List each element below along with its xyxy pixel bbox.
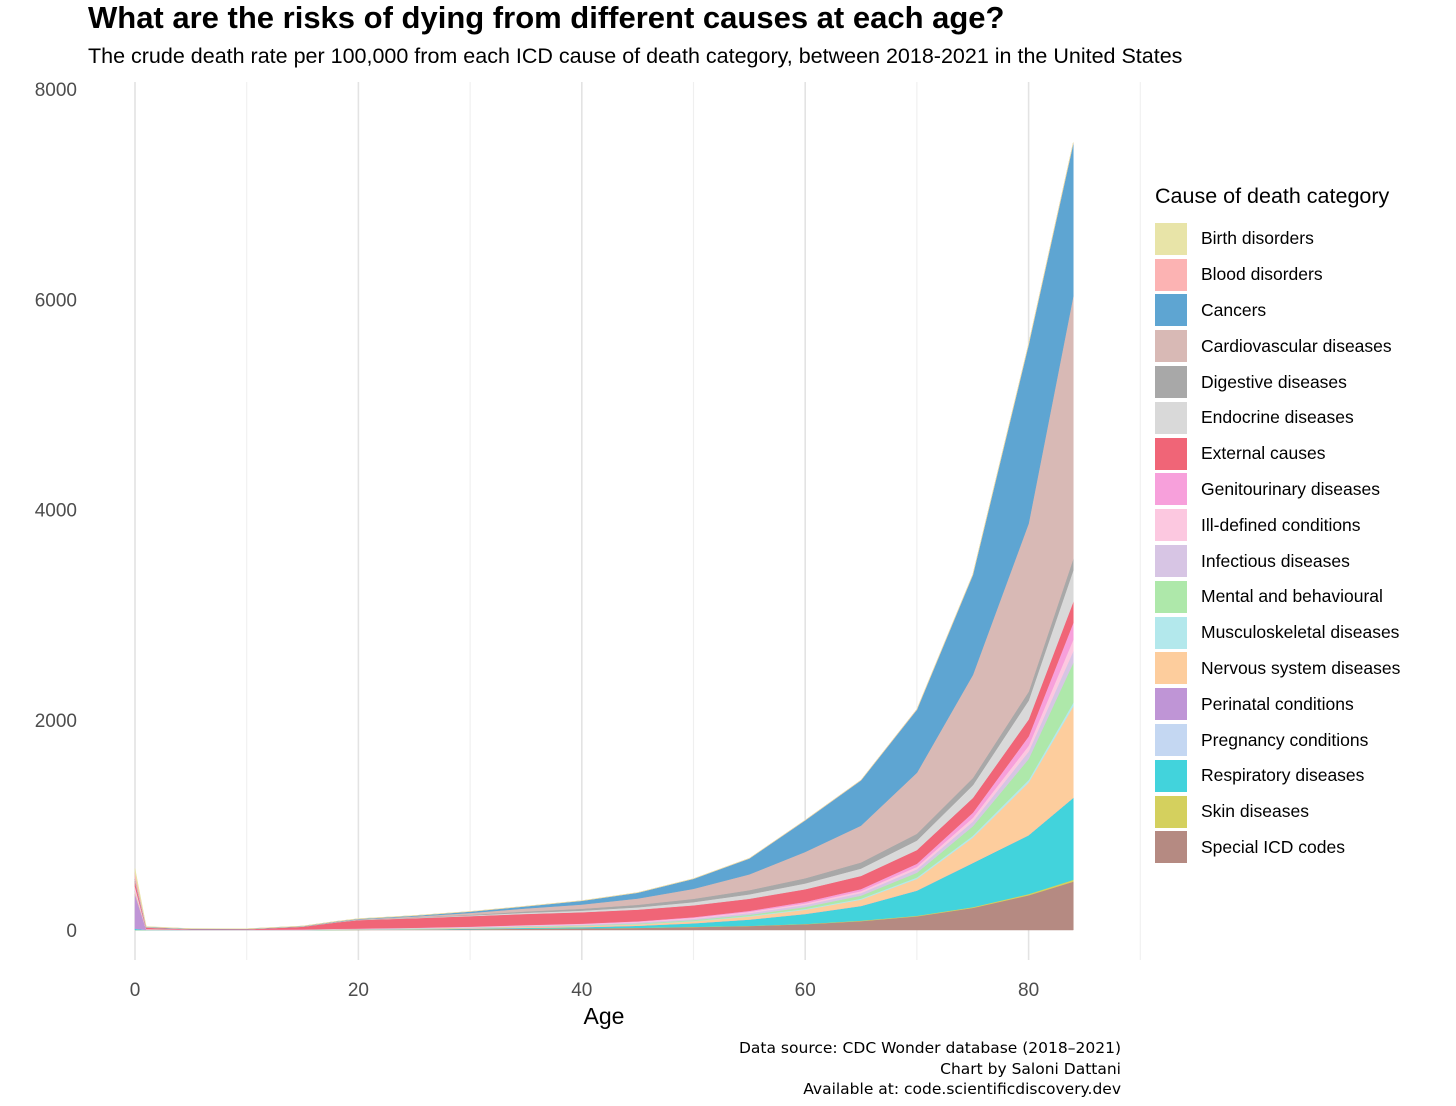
x-tick-label: 80 xyxy=(1018,980,1039,1001)
x-axis-ticks: 0 20 40 60 80 xyxy=(130,980,1039,1001)
legend-item: Special ICD codes xyxy=(1155,830,1400,866)
x-axis-label: Age xyxy=(584,1003,625,1029)
legend-swatch xyxy=(1155,366,1187,399)
area-birth-disorders xyxy=(134,142,1074,930)
y-tick-label: 6000 xyxy=(35,290,77,311)
legend-title: Cause of death category xyxy=(1155,184,1390,208)
legend-label: Mental and behavioural xyxy=(1201,586,1383,607)
legend-swatch xyxy=(1155,688,1187,721)
legend: Cause of death category Birth disorders B… xyxy=(1155,184,1400,865)
legend-label: Perinatal conditions xyxy=(1201,693,1354,714)
legend-items: Birth disorders Blood disorders Cancers Car… xyxy=(1155,221,1400,865)
legend-swatch xyxy=(1155,580,1187,613)
chart-title: What are the risks of dying from differe… xyxy=(88,0,1005,35)
caption: Data source: CDC Wonder database (2018–2… xyxy=(739,1038,1121,1100)
caption-author: Chart by Saloni Dattani xyxy=(940,1059,1121,1078)
legend-swatch xyxy=(1155,795,1187,828)
legend-label: Cardiovascular diseases xyxy=(1201,335,1392,356)
legend-item: Perinatal conditions xyxy=(1155,686,1400,722)
x-tick-label: 40 xyxy=(571,980,592,1001)
legend-label: Birth disorders xyxy=(1201,228,1314,249)
legend-swatch xyxy=(1155,724,1187,757)
stacked-areas xyxy=(134,142,1074,931)
legend-label: Respiratory diseases xyxy=(1201,765,1365,786)
legend-label: External causes xyxy=(1201,443,1326,464)
legend-label: Genitourinary diseases xyxy=(1201,478,1380,499)
y-tick-label: 2000 xyxy=(35,711,77,732)
legend-label: Special ICD codes xyxy=(1201,836,1345,857)
legend-swatch xyxy=(1155,652,1187,685)
y-tick-label: 4000 xyxy=(35,501,77,522)
legend-item: Pregnancy conditions xyxy=(1155,722,1400,758)
y-tick-label: 8000 xyxy=(35,80,77,101)
y-axis-ticks: 0 2000 4000 6000 8000 xyxy=(35,80,77,942)
legend-item: Mental and behavioural xyxy=(1155,579,1400,615)
legend-item: Cancers xyxy=(1155,293,1400,329)
y-tick-label: 0 xyxy=(66,921,77,942)
legend-label: Digestive diseases xyxy=(1201,371,1347,392)
legend-swatch xyxy=(1155,437,1187,470)
legend-swatch xyxy=(1155,401,1187,434)
legend-label: Musculoskeletal diseases xyxy=(1201,622,1400,643)
legend-item: Birth disorders xyxy=(1155,221,1400,257)
x-tick-label: 20 xyxy=(348,980,369,1001)
legend-label: Endocrine diseases xyxy=(1201,407,1354,428)
legend-item: Genitourinary diseases xyxy=(1155,472,1400,508)
legend-item: Cardiovascular diseases xyxy=(1155,328,1400,364)
legend-swatch xyxy=(1155,831,1187,864)
legend-item: Skin diseases xyxy=(1155,794,1400,830)
legend-item: External causes xyxy=(1155,436,1400,472)
legend-item: Blood disorders xyxy=(1155,257,1400,293)
legend-label: Infectious diseases xyxy=(1201,550,1350,571)
legend-item: Digestive diseases xyxy=(1155,364,1400,400)
legend-item: Ill-defined conditions xyxy=(1155,507,1400,543)
legend-label: Nervous system diseases xyxy=(1201,657,1401,678)
legend-item: Infectious diseases xyxy=(1155,543,1400,579)
caption-url: Available at: code.scientificdiscovery.d… xyxy=(803,1080,1121,1098)
x-tick-label: 60 xyxy=(795,980,816,1001)
legend-swatch xyxy=(1155,509,1187,542)
legend-label: Skin diseases xyxy=(1201,801,1309,822)
legend-label: Cancers xyxy=(1201,299,1267,320)
legend-swatch xyxy=(1155,545,1187,578)
legend-label: Ill-defined conditions xyxy=(1201,514,1361,535)
legend-swatch xyxy=(1155,473,1187,506)
legend-item: Nervous system diseases xyxy=(1155,651,1400,687)
legend-swatch xyxy=(1155,759,1187,792)
legend-swatch xyxy=(1155,258,1187,291)
x-tick-label: 0 xyxy=(130,980,141,1001)
caption-data-source: Data source: CDC Wonder database (2018–2… xyxy=(739,1039,1121,1057)
legend-swatch xyxy=(1155,330,1187,363)
legend-label: Blood disorders xyxy=(1201,264,1323,285)
legend-item: Endocrine diseases xyxy=(1155,400,1400,436)
legend-item: Musculoskeletal diseases xyxy=(1155,615,1400,651)
legend-swatch xyxy=(1155,616,1187,649)
legend-item: Respiratory diseases xyxy=(1155,758,1400,794)
legend-label: Pregnancy conditions xyxy=(1201,729,1369,750)
legend-swatch xyxy=(1155,294,1187,327)
legend-swatch xyxy=(1155,222,1187,255)
chart-subtitle: The crude death rate per 100,000 from ea… xyxy=(88,44,1183,68)
